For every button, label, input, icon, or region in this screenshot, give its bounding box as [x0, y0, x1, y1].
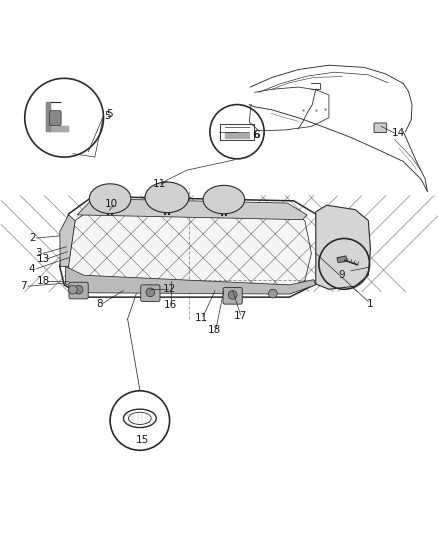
- Text: 8: 8: [95, 298, 102, 309]
- Circle shape: [74, 285, 83, 294]
- FancyBboxPatch shape: [49, 111, 61, 126]
- Text: 1: 1: [366, 298, 373, 309]
- Text: 3: 3: [35, 248, 42, 259]
- Text: 11: 11: [194, 313, 207, 322]
- Text: 11: 11: [152, 179, 166, 189]
- FancyBboxPatch shape: [141, 285, 159, 302]
- Text: 15: 15: [135, 435, 148, 445]
- Ellipse shape: [145, 182, 188, 213]
- FancyBboxPatch shape: [69, 282, 88, 299]
- Text: 2: 2: [29, 233, 35, 243]
- Polygon shape: [50, 126, 67, 131]
- Polygon shape: [336, 256, 346, 263]
- Text: 4: 4: [29, 264, 35, 273]
- Polygon shape: [65, 266, 315, 294]
- Polygon shape: [77, 199, 306, 220]
- Text: 9: 9: [338, 270, 345, 280]
- Text: 14: 14: [391, 128, 404, 138]
- FancyBboxPatch shape: [223, 287, 242, 304]
- Text: 5: 5: [104, 110, 111, 120]
- Text: 12: 12: [162, 284, 176, 294]
- Text: 13: 13: [36, 254, 49, 264]
- Circle shape: [228, 290, 237, 300]
- Text: 5: 5: [106, 109, 112, 119]
- Ellipse shape: [89, 184, 131, 214]
- Text: 16: 16: [163, 300, 177, 310]
- Ellipse shape: [203, 185, 244, 214]
- Polygon shape: [60, 215, 75, 266]
- Text: 6: 6: [252, 130, 258, 140]
- Polygon shape: [224, 133, 248, 138]
- Circle shape: [268, 289, 277, 298]
- Circle shape: [146, 288, 154, 297]
- Polygon shape: [46, 102, 50, 131]
- Text: 18: 18: [36, 276, 49, 286]
- Text: 18: 18: [207, 325, 220, 335]
- Text: 7: 7: [20, 281, 27, 291]
- Text: 10: 10: [104, 199, 117, 209]
- Text: 6: 6: [253, 130, 259, 140]
- Polygon shape: [315, 205, 370, 289]
- Circle shape: [68, 285, 77, 294]
- Polygon shape: [68, 205, 311, 292]
- Text: 17: 17: [233, 311, 247, 320]
- FancyBboxPatch shape: [373, 123, 386, 133]
